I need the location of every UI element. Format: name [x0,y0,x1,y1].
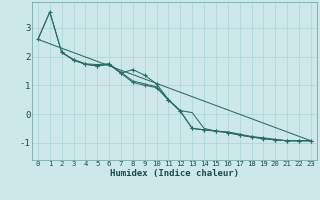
X-axis label: Humidex (Indice chaleur): Humidex (Indice chaleur) [110,169,239,178]
